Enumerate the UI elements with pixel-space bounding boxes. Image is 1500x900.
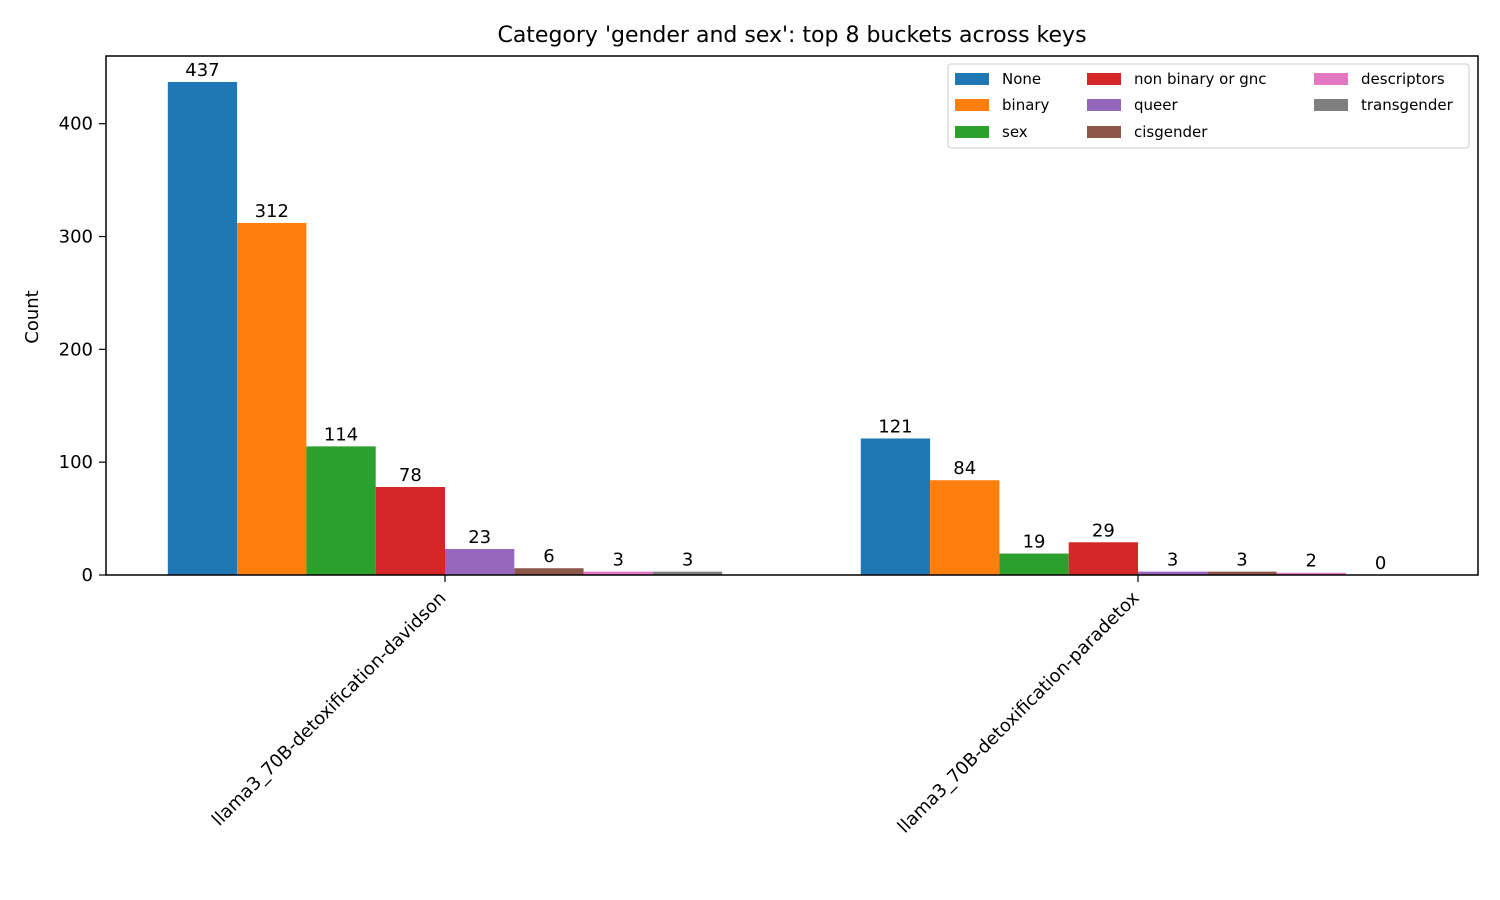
- bar-value-label: 312: [255, 201, 289, 222]
- chart-title: Category 'gender and sex': top 8 buckets…: [497, 23, 1086, 48]
- bar: [860, 438, 931, 575]
- y-axis-label: Count: [22, 290, 43, 343]
- bar-value-label: 19: [1023, 532, 1046, 553]
- legend-swatch: [1314, 99, 1348, 111]
- legend-swatch: [1314, 73, 1348, 85]
- bar-value-label: 84: [953, 458, 976, 479]
- bar: [1138, 571, 1208, 575]
- bar-value-label: 29: [1092, 520, 1115, 541]
- x-tick-label: llama3_70B-detoxification-paradetox: [894, 587, 1144, 837]
- bar-value-label: 114: [324, 424, 358, 445]
- plot-frame: [105, 55, 1479, 576]
- bar: [167, 81, 238, 575]
- bar: [375, 487, 445, 575]
- x-axis: llama3_70B-detoxification-davidson llama3…: [208, 575, 1144, 837]
- legend-label: queer: [1134, 96, 1178, 114]
- legend-label: cisgender: [1134, 123, 1208, 141]
- legend-swatch: [1087, 99, 1121, 111]
- bar: [306, 446, 376, 575]
- bar: [1276, 572, 1346, 575]
- legend-label: descriptors: [1361, 70, 1445, 88]
- y-tick-label: 0: [82, 565, 93, 586]
- bar: [1207, 571, 1277, 575]
- bar-value-label: 3: [1167, 550, 1178, 571]
- value-labels-layer: 437 312 114 78 23 6 3 3 121 84 19 29 3 3 2 0: [185, 60, 1386, 574]
- legend-swatch: [955, 73, 989, 85]
- bar-value-label: 437: [185, 60, 219, 81]
- bar-value-label: 78: [399, 465, 422, 486]
- y-tick-label: 100: [59, 452, 93, 473]
- bar-value-label: 0: [1375, 553, 1386, 574]
- bar: [652, 571, 723, 575]
- legend-label: transgender: [1361, 96, 1454, 114]
- bar-value-label: 23: [468, 527, 491, 548]
- legend-label: binary: [1002, 96, 1050, 114]
- bar: [1068, 542, 1138, 575]
- bar-value-label: 6: [543, 546, 554, 567]
- bar-value-label: 2: [1306, 551, 1317, 572]
- bar: [514, 568, 584, 575]
- bar: [583, 571, 653, 575]
- legend-label: None: [1002, 70, 1041, 88]
- legend: None binary sex non binary or gnc queer cisge…: [947, 63, 1470, 149]
- bar-value-label: 3: [682, 550, 693, 571]
- bar: [237, 222, 307, 576]
- bar: [999, 553, 1069, 575]
- y-tick-label: 400: [59, 114, 93, 135]
- y-tick-label: 200: [59, 339, 93, 360]
- bar-value-label: 3: [1236, 550, 1247, 571]
- legend-label: non binary or gnc: [1134, 70, 1267, 88]
- legend-swatch: [1087, 73, 1121, 85]
- y-axis: 0 100 200 300 400: [59, 114, 106, 586]
- bars-layer: [167, 81, 1346, 576]
- bar: [930, 480, 1000, 575]
- legend-swatch: [1087, 126, 1121, 138]
- bar-value-label: 121: [878, 416, 912, 437]
- legend-swatch: [955, 99, 989, 111]
- legend-swatch: [955, 126, 989, 138]
- bar: [445, 549, 515, 575]
- bar-value-label: 3: [613, 550, 624, 571]
- legend-label: sex: [1002, 123, 1028, 141]
- x-tick-label: llama3_70B-detoxification-davidson: [208, 588, 451, 831]
- y-tick-label: 300: [59, 227, 93, 248]
